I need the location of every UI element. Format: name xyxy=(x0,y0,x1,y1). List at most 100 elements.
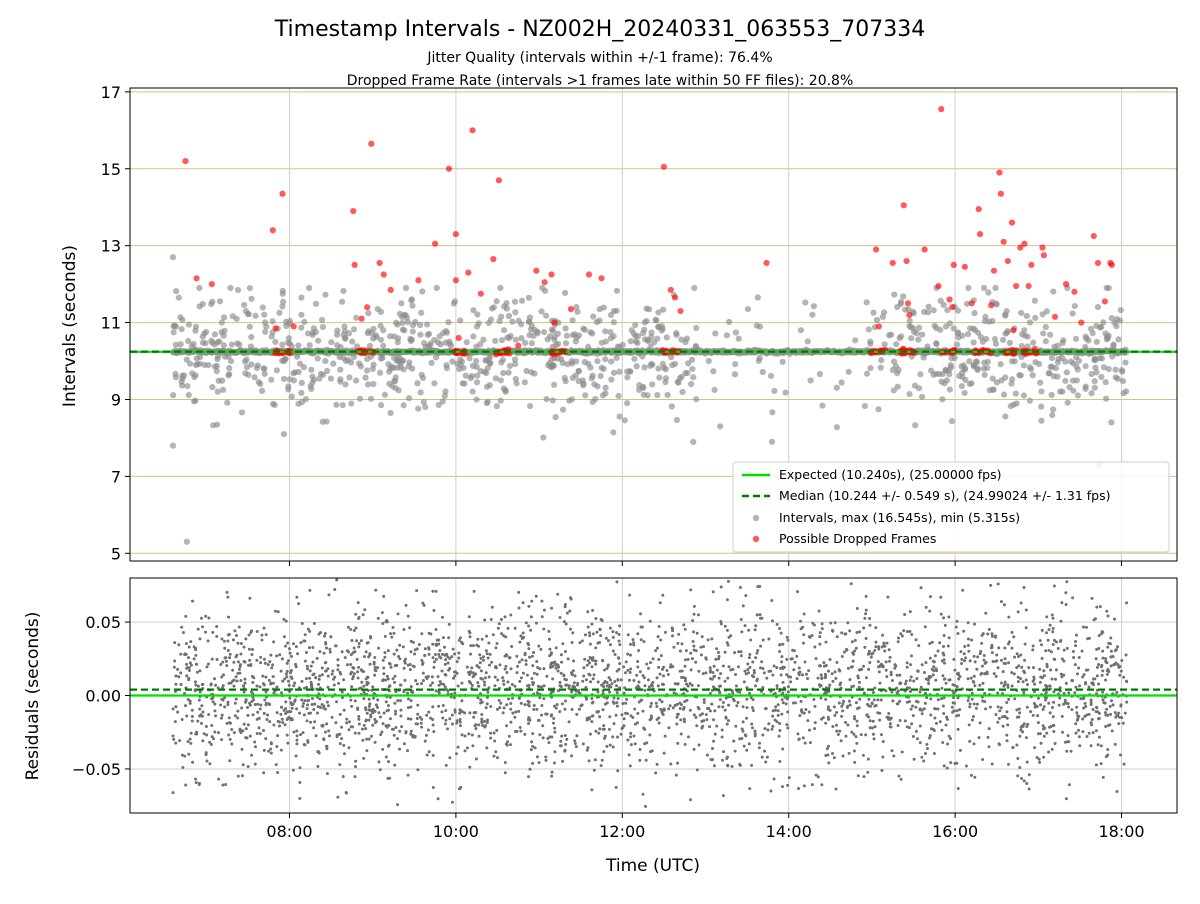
residual-point xyxy=(806,677,809,680)
interval-point xyxy=(308,367,314,373)
residual-point xyxy=(563,620,566,623)
residual-point xyxy=(435,628,438,631)
interval-point xyxy=(438,341,444,347)
residual-point xyxy=(1085,626,1088,629)
residual-point xyxy=(324,708,327,711)
interval-point xyxy=(297,361,303,367)
interval-point xyxy=(908,335,914,341)
residual-point xyxy=(1041,657,1044,660)
residual-point xyxy=(304,660,307,663)
interval-point xyxy=(192,398,198,404)
residual-point xyxy=(592,632,595,635)
residual-point xyxy=(622,665,625,668)
residual-point xyxy=(1077,666,1080,669)
residual-point xyxy=(1063,692,1066,695)
residual-point xyxy=(960,658,963,661)
residual-point xyxy=(227,733,230,736)
interval-point xyxy=(864,299,870,305)
residual-point xyxy=(281,680,284,683)
interval-point xyxy=(443,328,449,334)
interval-point xyxy=(564,333,570,339)
interval-point xyxy=(624,400,630,406)
residual-point xyxy=(300,680,303,683)
interval-point xyxy=(298,312,304,318)
residual-point xyxy=(357,718,360,721)
residual-point xyxy=(513,685,516,688)
residual-point xyxy=(590,623,593,626)
residual-point xyxy=(1016,774,1019,777)
residual-point xyxy=(779,667,782,670)
residual-point xyxy=(591,609,594,612)
residual-point xyxy=(698,744,701,747)
residual-point xyxy=(1116,790,1119,793)
residual-point xyxy=(910,654,913,657)
residual-point xyxy=(821,627,824,630)
dropped-frame-point xyxy=(1026,283,1032,289)
interval-point xyxy=(632,322,638,328)
interval-point xyxy=(330,361,336,367)
interval-point xyxy=(279,303,285,309)
residual-point xyxy=(467,671,470,674)
residual-point xyxy=(382,659,385,662)
interval-point xyxy=(398,300,404,306)
residual-point xyxy=(1084,702,1087,705)
interval-point xyxy=(610,429,616,435)
interval-point xyxy=(422,404,428,410)
residual-point xyxy=(589,656,592,659)
interval-point xyxy=(659,323,665,329)
interval-point xyxy=(527,314,533,320)
interval-point xyxy=(340,402,346,408)
residual-point xyxy=(676,762,679,765)
residual-point xyxy=(334,721,337,724)
residual-point xyxy=(880,769,883,772)
residual-point xyxy=(629,668,632,671)
residual-point xyxy=(865,609,868,612)
residual-point xyxy=(1123,763,1126,766)
residual-point xyxy=(262,771,265,774)
interval-point xyxy=(443,362,449,368)
interval-point xyxy=(985,289,991,295)
residual-point xyxy=(962,630,965,633)
interval-point xyxy=(1013,400,1019,406)
residual-point xyxy=(543,609,546,612)
residual-point xyxy=(927,682,930,685)
residual-point xyxy=(289,671,292,674)
residual-point xyxy=(906,630,909,633)
residual-point xyxy=(647,678,650,681)
residual-point xyxy=(986,672,989,675)
residual-point xyxy=(795,655,798,658)
residual-point xyxy=(398,644,401,647)
residual-point xyxy=(780,713,783,716)
residual-point xyxy=(595,710,598,713)
residual-point xyxy=(885,716,888,719)
residual-point xyxy=(581,680,584,683)
residual-point xyxy=(442,636,445,639)
residual-point xyxy=(702,719,705,722)
residual-point xyxy=(448,756,451,759)
interval-point xyxy=(1070,310,1076,316)
residual-point xyxy=(443,646,446,649)
residual-point xyxy=(925,606,928,609)
residual-point xyxy=(536,691,539,694)
residual-point xyxy=(623,692,626,695)
residual-point xyxy=(652,657,655,660)
interval-point xyxy=(1098,374,1104,380)
residual-point xyxy=(1053,584,1056,587)
residual-point xyxy=(690,668,693,671)
residual-point xyxy=(207,663,210,666)
interval-point xyxy=(176,295,182,301)
interval-point xyxy=(1001,392,1007,398)
dropped-frame-point xyxy=(969,300,975,306)
interval-point xyxy=(594,383,600,389)
residual-point xyxy=(316,765,319,768)
residual-point xyxy=(852,660,855,663)
residual-point xyxy=(377,617,380,620)
residual-point xyxy=(780,674,783,677)
residual-point xyxy=(357,666,360,669)
residual-point xyxy=(1052,730,1055,733)
residual-point xyxy=(800,700,803,703)
interval-point xyxy=(178,341,184,347)
residual-point xyxy=(432,724,435,727)
residual-point xyxy=(560,685,563,688)
interval-point xyxy=(1068,358,1074,364)
